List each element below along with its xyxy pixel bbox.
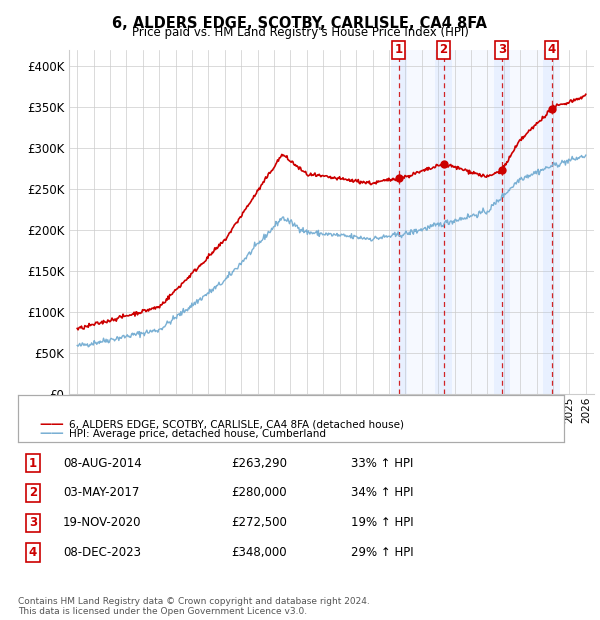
Text: 19-NOV-2020: 19-NOV-2020 — [63, 516, 142, 529]
Text: HPI: Average price, detached house, Cumberland: HPI: Average price, detached house, Cumb… — [69, 429, 326, 439]
Text: 2: 2 — [439, 43, 448, 56]
Text: 3: 3 — [29, 516, 37, 529]
Text: 3: 3 — [498, 43, 506, 56]
Text: £280,000: £280,000 — [231, 487, 287, 499]
Text: 08-AUG-2014: 08-AUG-2014 — [63, 457, 142, 469]
Text: 29% ↑ HPI: 29% ↑ HPI — [351, 546, 413, 559]
Text: £272,500: £272,500 — [231, 516, 287, 529]
Text: 08-DEC-2023: 08-DEC-2023 — [63, 546, 141, 559]
Text: £348,000: £348,000 — [231, 546, 287, 559]
Text: ——: —— — [39, 418, 64, 431]
Text: 34% ↑ HPI: 34% ↑ HPI — [351, 487, 413, 499]
Text: Contains HM Land Registry data © Crown copyright and database right 2024.: Contains HM Land Registry data © Crown c… — [18, 597, 370, 606]
Bar — [544, 50, 560, 394]
Bar — [436, 50, 452, 394]
Text: 4: 4 — [29, 546, 37, 559]
Text: 4: 4 — [548, 43, 556, 56]
Text: This data is licensed under the Open Government Licence v3.0.: This data is licensed under the Open Gov… — [18, 607, 307, 616]
Bar — [399, 50, 551, 394]
Text: 1: 1 — [395, 43, 403, 56]
Text: Price paid vs. HM Land Registry's House Price Index (HPI): Price paid vs. HM Land Registry's House … — [131, 26, 469, 39]
Bar — [494, 50, 510, 394]
Text: ——: —— — [39, 428, 64, 440]
Text: 2: 2 — [29, 487, 37, 499]
Text: 33% ↑ HPI: 33% ↑ HPI — [351, 457, 413, 469]
Text: 6, ALDERS EDGE, SCOTBY, CARLISLE, CA4 8FA: 6, ALDERS EDGE, SCOTBY, CARLISLE, CA4 8F… — [113, 16, 487, 30]
Text: 19% ↑ HPI: 19% ↑ HPI — [351, 516, 413, 529]
Text: 6, ALDERS EDGE, SCOTBY, CARLISLE, CA4 8FA (detached house): 6, ALDERS EDGE, SCOTBY, CARLISLE, CA4 8F… — [69, 420, 404, 430]
Bar — [391, 50, 407, 394]
Text: 03-MAY-2017: 03-MAY-2017 — [63, 487, 139, 499]
Text: 1: 1 — [29, 457, 37, 469]
Text: £263,290: £263,290 — [231, 457, 287, 469]
